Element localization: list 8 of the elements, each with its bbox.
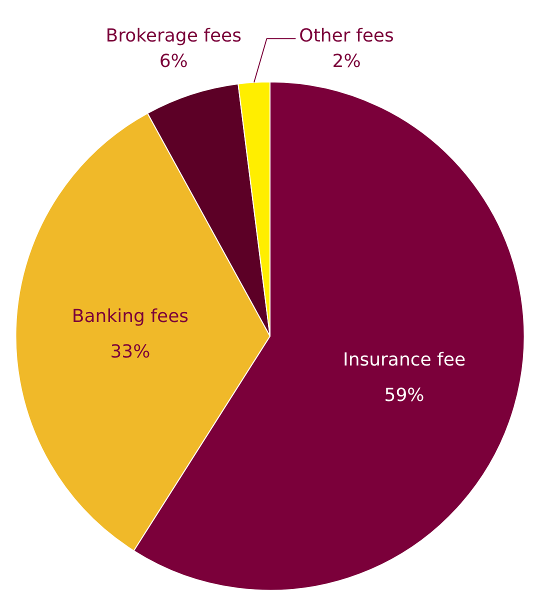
data-label: 6% bbox=[159, 51, 188, 72]
data-label: 2% bbox=[332, 51, 361, 72]
slice-label: Insurance fee bbox=[343, 349, 466, 370]
slice-label: Other fees bbox=[299, 26, 394, 47]
slice-label: Banking fees bbox=[72, 306, 189, 327]
data-label: 33% bbox=[110, 342, 150, 363]
data-label: 59% bbox=[384, 384, 424, 406]
slice-label: Brokerage fees bbox=[106, 26, 242, 47]
